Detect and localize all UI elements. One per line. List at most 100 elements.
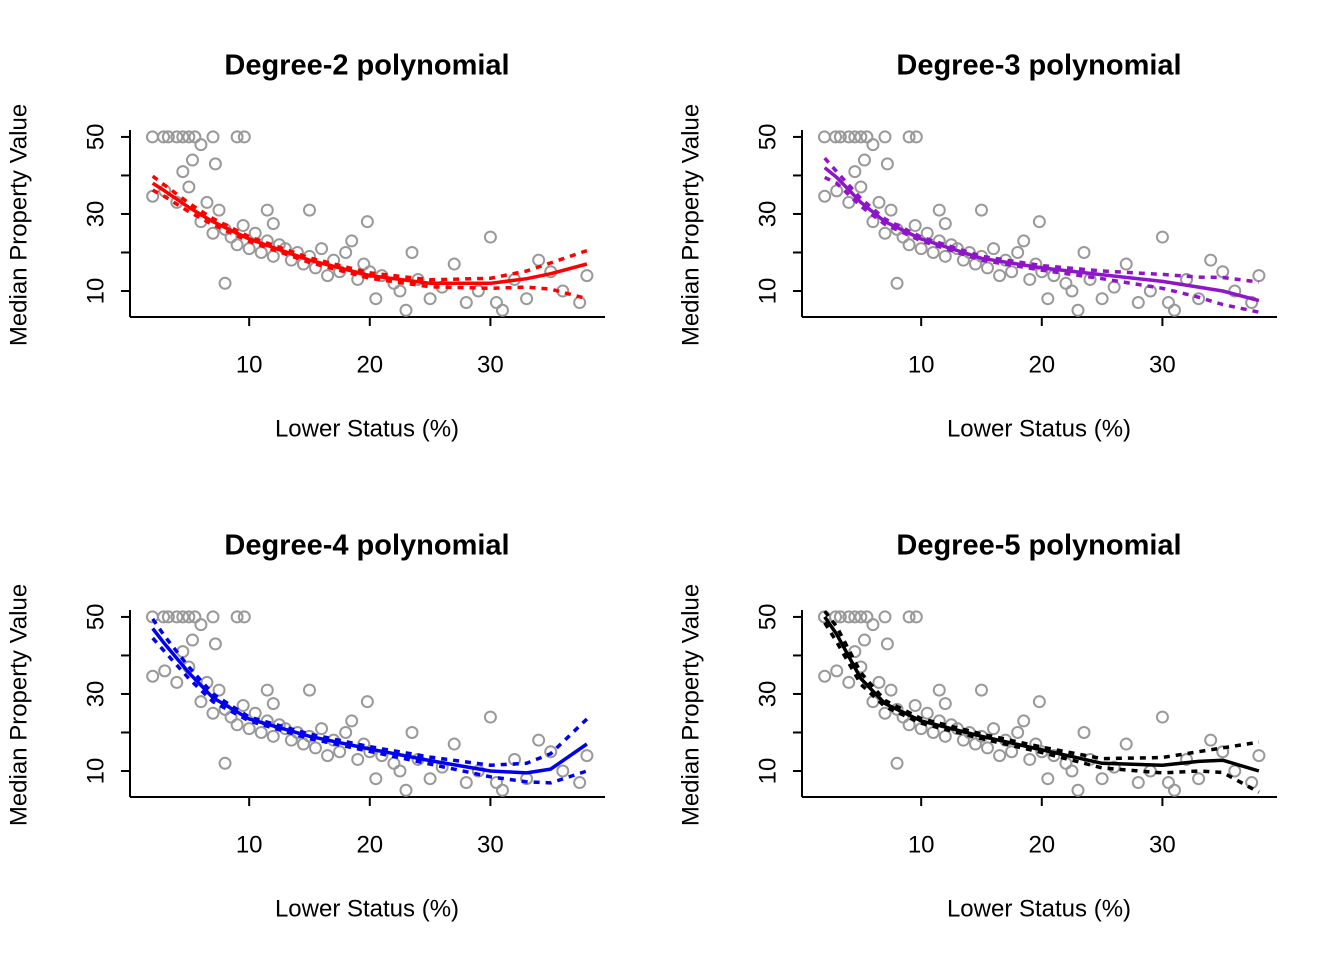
scatter-point: [848, 610, 862, 624]
scatter-point: [459, 296, 473, 310]
scatter-point: [908, 699, 922, 713]
scatter-point: [212, 683, 226, 697]
panel: Degree-5 polynomial Lower Status (%) Media…: [677, 530, 1277, 922]
scatter-point: [884, 203, 898, 217]
scatter-point: [968, 257, 982, 271]
scatter-point: [339, 245, 353, 259]
scatter-point: [182, 610, 196, 624]
scatter-point: [185, 633, 199, 647]
scatter-point: [842, 675, 856, 689]
fit-line: [151, 181, 588, 286]
y-tick-label: 10: [754, 758, 781, 785]
scatter-point: [176, 165, 190, 179]
scatter-point: [909, 610, 923, 624]
scatter-point: [1252, 269, 1266, 283]
scatter-point: [206, 226, 220, 240]
scatter-point: [230, 238, 244, 252]
scatter-point: [1107, 280, 1121, 294]
y-tick-label: 10: [754, 278, 781, 305]
scatter-point: [345, 234, 359, 248]
scatter-point: [483, 710, 497, 724]
scatter-point: [1077, 245, 1091, 259]
scatter-point: [987, 242, 1001, 256]
y-axis-label: Median Property Value: [5, 104, 32, 346]
scatter-point: [872, 195, 886, 209]
scatter-point: [200, 195, 214, 209]
scatter-point: [830, 184, 844, 198]
scatter-point: [237, 130, 251, 144]
y-tick-label: 30: [82, 201, 109, 228]
scatter-point: [1005, 265, 1019, 279]
scatter-point: [1071, 303, 1085, 317]
scatter-point: [544, 745, 558, 759]
scatter-point: [399, 303, 413, 317]
confidence-band: [151, 636, 588, 785]
scatter-point: [1095, 292, 1109, 306]
panel: Degree-2 polynomial Lower Status (%) Media…: [5, 50, 605, 442]
scatter-point: [866, 618, 880, 632]
scatter-point: [848, 130, 862, 144]
scatter-point: [254, 725, 268, 739]
scatter-point: [854, 610, 868, 624]
scatter-point: [920, 226, 934, 240]
scatter-point: [1095, 772, 1109, 786]
y-axis-label: Median Property Value: [5, 584, 32, 826]
scatter-point: [230, 610, 244, 624]
scatter-point: [369, 772, 383, 786]
scatter-point: [1041, 772, 1055, 786]
scatter-point: [302, 683, 316, 697]
scatter-point: [1131, 296, 1145, 310]
scatter-point: [1119, 737, 1133, 751]
scatter-point: [1011, 725, 1025, 739]
scatter-point: [956, 253, 970, 267]
scatter-point: [206, 610, 220, 624]
scatter-point: [880, 637, 894, 651]
scatter-point: [357, 257, 371, 271]
scatter-point: [296, 737, 310, 751]
scatter-point: [968, 737, 982, 751]
x-tick-label: 10: [908, 351, 935, 378]
scatter-point: [218, 756, 232, 770]
y-tick-label: 50: [754, 604, 781, 631]
x-axis-label: Lower Status (%): [275, 895, 459, 922]
panel: Degree-4 polynomial Lower Status (%) Media…: [5, 530, 605, 922]
scatter-point: [866, 215, 880, 229]
scatter-point: [1228, 764, 1242, 778]
x-axis-label: Lower Status (%): [275, 415, 459, 442]
scatter-point: [854, 130, 868, 144]
scatter-point: [981, 261, 995, 275]
scatter-point: [158, 664, 172, 678]
confidence-band: [151, 617, 589, 767]
scatter-point: [573, 776, 587, 790]
fit-line: [151, 627, 588, 775]
scatter-point: [182, 180, 196, 194]
scatter-point: [1161, 296, 1175, 310]
scatter-point: [573, 296, 587, 310]
scatter-point: [938, 729, 952, 743]
x-tick-label: 10: [908, 831, 935, 858]
scatter-point: [369, 292, 383, 306]
scatter-point: [237, 610, 251, 624]
confidence-band: [151, 188, 588, 301]
scatter-point: [260, 203, 274, 217]
scatter-point: [1161, 776, 1175, 790]
scatter-point: [1047, 749, 1061, 763]
scatter-point: [170, 130, 184, 144]
scatter-point: [1077, 725, 1091, 739]
x-tick-label: 30: [1149, 351, 1176, 378]
confidence-band: [823, 621, 1260, 794]
y-tick-label: 50: [82, 124, 109, 151]
scatter-point: [1216, 745, 1230, 759]
scatter-point: [284, 733, 298, 747]
scatter-point: [393, 284, 407, 298]
scatter-point: [161, 130, 175, 144]
scatter-point: [938, 217, 952, 231]
x-tick-label: 20: [1028, 351, 1055, 378]
x-tick-label: 30: [1149, 831, 1176, 858]
y-tick-label: 10: [82, 278, 109, 305]
x-tick-label: 20: [1028, 831, 1055, 858]
scatter-point: [206, 706, 220, 720]
x-axis-label: Lower Status (%): [947, 895, 1131, 922]
scatter-point: [176, 610, 190, 624]
scatter-point: [145, 130, 159, 144]
